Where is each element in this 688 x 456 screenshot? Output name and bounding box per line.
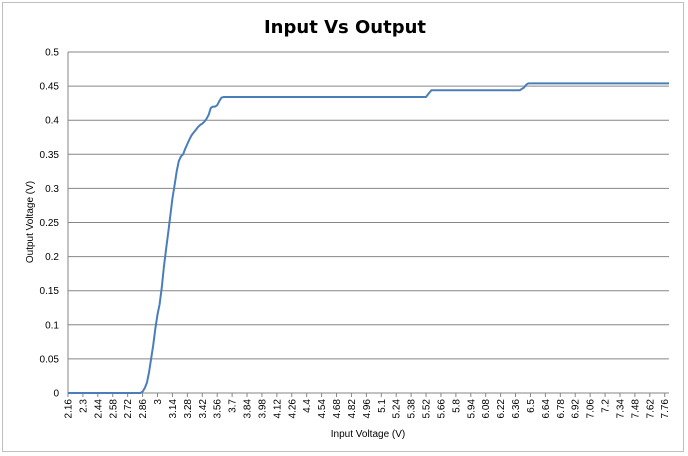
- x-tick-label: 3.56: [213, 399, 224, 419]
- x-tick-label: 4.68: [332, 399, 343, 419]
- x-tick-label: 4.4: [302, 399, 313, 413]
- chart-title: Input Vs Output: [264, 17, 426, 38]
- chart-frame: [2, 2, 684, 452]
- x-tick-label: 6.22: [496, 399, 507, 419]
- x-tick-label: 7.76: [660, 399, 671, 419]
- x-tick-label: 3.98: [257, 399, 268, 419]
- x-tick-label: 2.72: [123, 399, 134, 419]
- x-tick-label: 3.7: [228, 399, 239, 413]
- y-tick-label: 0.15: [40, 286, 60, 297]
- y-tick-label: 0.2: [45, 252, 59, 263]
- x-tick-label: 7.48: [630, 399, 641, 419]
- y-tick-label: 0.1: [45, 320, 59, 331]
- y-tick-label: 0.3: [45, 184, 59, 195]
- gridlines: [68, 51, 669, 360]
- x-tick-label: 4.12: [272, 399, 283, 419]
- x-tick-label: 2.86: [138, 399, 149, 419]
- x-tick-label: 4.82: [347, 399, 358, 419]
- x-tick-label: 6.78: [556, 399, 567, 419]
- y-axis-label: Output Voltage (V): [25, 181, 36, 263]
- x-tick-label: 5.8: [451, 399, 462, 413]
- x-axis-label: Input Voltage (V): [331, 429, 406, 440]
- x-tick-label: 2.16: [64, 399, 75, 419]
- x-tick-label: 6.92: [571, 399, 582, 419]
- x-tick-label: 2.44: [93, 399, 104, 419]
- x-tick-label: 3.84: [243, 399, 254, 419]
- x-tick-label: 5.66: [436, 399, 447, 419]
- x-axis-ticks: 2.16 2.3 2.44 2.58 2.72 2.86 3 3.14 3.28 3.42 3.56…: [64, 393, 671, 419]
- x-tick-label: 7.2: [601, 399, 612, 413]
- x-tick-label: 6.64: [541, 399, 552, 419]
- y-tick-label: 0.25: [40, 218, 60, 229]
- series-line: [68, 82, 669, 394]
- x-tick-label: 5.52: [422, 399, 433, 419]
- x-tick-label: 3.42: [198, 399, 209, 419]
- x-tick-label: 5.38: [407, 399, 418, 419]
- x-tick-label: 6.5: [526, 399, 537, 413]
- x-tick-label: 6.08: [481, 399, 492, 419]
- x-tick-label: 7.34: [615, 399, 626, 419]
- x-tick-label: 6.36: [511, 399, 522, 419]
- x-tick-label: 7.06: [586, 399, 597, 419]
- x-tick-label: 2.58: [108, 399, 119, 419]
- x-tick-label: 3: [153, 399, 164, 405]
- x-tick-label: 3.28: [183, 399, 194, 419]
- x-tick-label: 2.3: [78, 399, 89, 413]
- y-tick-label: 0.4: [45, 116, 59, 127]
- x-tick-label: 5.24: [392, 399, 403, 419]
- y-tick-label: 0.45: [40, 82, 60, 93]
- x-tick-label: 3.14: [168, 399, 179, 419]
- x-tick-label: 5.94: [466, 399, 477, 419]
- x-tick-label: 4.54: [317, 399, 328, 419]
- x-tick-label: 4.96: [362, 399, 373, 419]
- x-tick-label: 5.1: [377, 399, 388, 413]
- y-tick-label: 0.5: [45, 48, 59, 59]
- y-tick-label: 0.05: [40, 354, 60, 365]
- y-axis-ticks: 0 0.05 0.1 0.15 0.2 0.25 0.3 0.35 0.4 0.45 0.5: [40, 48, 60, 400]
- x-tick-label: 4.26: [287, 399, 298, 419]
- y-tick-label: 0: [53, 389, 59, 400]
- y-tick-label: 0.35: [40, 150, 60, 161]
- x-tick-label: 7.62: [645, 399, 656, 419]
